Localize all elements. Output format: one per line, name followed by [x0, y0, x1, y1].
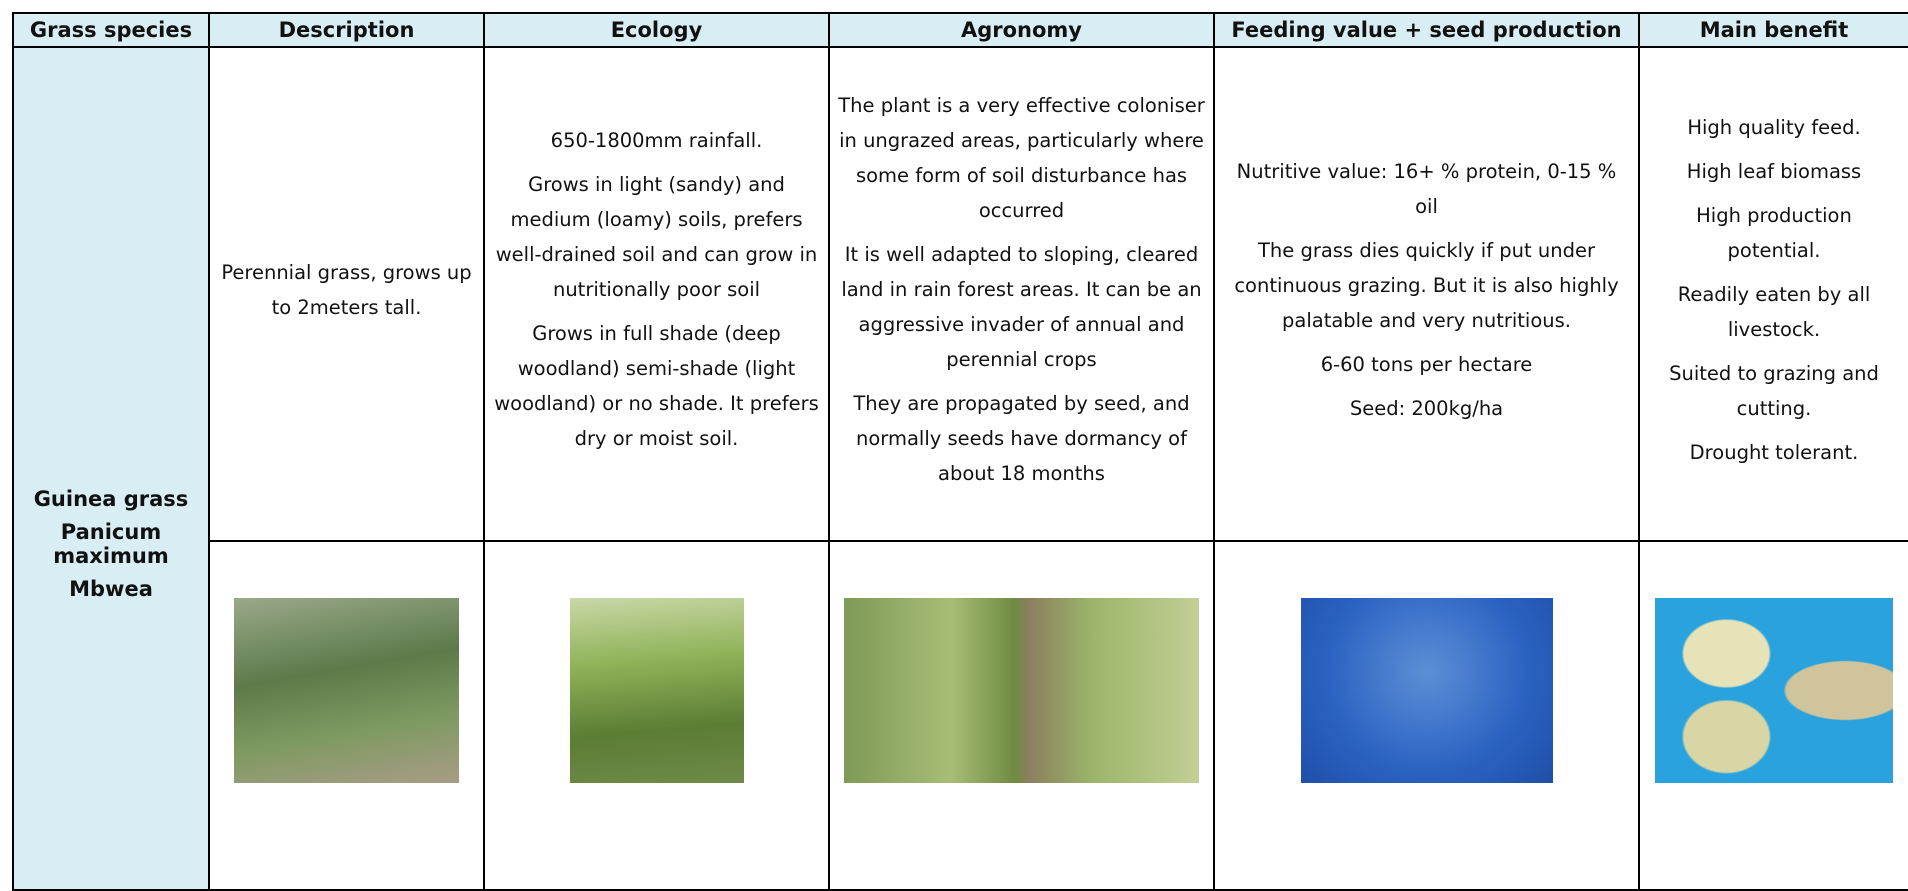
photo-cell	[829, 541, 1214, 890]
photo-cell	[484, 541, 829, 890]
benefit-text: High leaf biomass	[1648, 154, 1900, 189]
image-row	[13, 541, 1908, 890]
agronomy-text: It is well adapted to sloping, cleared l…	[838, 237, 1205, 377]
species-name: Mbwea	[22, 577, 200, 601]
benefit-cell: High quality feed. High leaf biomass High …	[1639, 47, 1908, 541]
column-header: Main benefit	[1639, 13, 1908, 47]
photo	[1655, 598, 1893, 783]
ecology-cell: 650-1800mm rainfall. Grows in light (sand…	[484, 47, 829, 541]
benefit-text: High production potential.	[1648, 198, 1900, 268]
feeding-text: Nutritive value: 16+ % protein, 0-15 % o…	[1223, 154, 1630, 224]
benefit-text: Drought tolerant.	[1648, 435, 1900, 470]
column-header: Description	[209, 13, 484, 47]
feeding-text: The grass dies quickly if put under cont…	[1223, 233, 1630, 338]
column-header: Ecology	[484, 13, 829, 47]
feeding-text: Seed: 200kg/ha	[1223, 391, 1630, 426]
photo	[234, 598, 459, 783]
agronomy-cell: The plant is a very effective coloniser …	[829, 47, 1214, 541]
column-header: Grass species	[13, 13, 209, 47]
description-cell: Perennial grass, grows up to 2meters tal…	[209, 47, 484, 541]
feeding-text: 6-60 tons per hectare	[1223, 347, 1630, 382]
column-header: Feeding value + seed production	[1214, 13, 1639, 47]
species-name: Guinea grass	[22, 487, 200, 511]
ecology-text: Grows in full shade (deep woodland) semi…	[493, 316, 820, 456]
benefit-text: High quality feed.	[1648, 110, 1900, 145]
ecology-text: 650-1800mm rainfall.	[493, 123, 820, 158]
column-header: Agronomy	[829, 13, 1214, 47]
benefit-text: Suited to grazing and cutting.	[1648, 356, 1900, 426]
benefit-text: Readily eaten by all livestock.	[1648, 277, 1900, 347]
photo-cell	[209, 541, 484, 890]
feeding-cell: Nutritive value: 16+ % protein, 0-15 % o…	[1214, 47, 1639, 541]
photo	[844, 598, 1199, 783]
species-cell: Guinea grass Panicum maximum Mbwea	[13, 47, 209, 890]
agronomy-text: The plant is a very effective coloniser …	[838, 88, 1205, 228]
photo-cell	[1214, 541, 1639, 890]
photo	[1301, 598, 1553, 783]
photo-cell	[1639, 541, 1908, 890]
agronomy-text: They are propagated by seed, and normall…	[838, 386, 1205, 491]
ecology-text: Grows in light (sandy) and medium (loamy…	[493, 167, 820, 307]
photo	[570, 598, 744, 783]
species-name: Panicum maximum	[22, 520, 200, 568]
description-text: Perennial grass, grows up to 2meters tal…	[218, 255, 475, 325]
